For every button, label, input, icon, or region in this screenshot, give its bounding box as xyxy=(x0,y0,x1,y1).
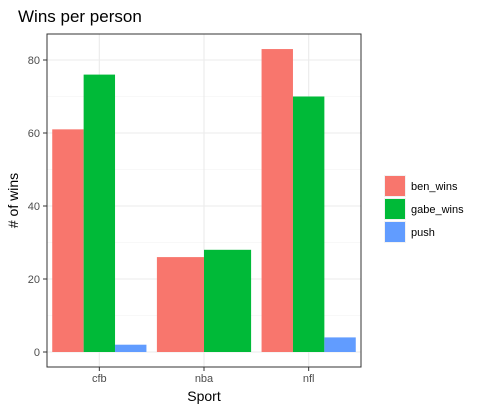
x-axis-ticks: cfb nba nfl xyxy=(92,367,314,385)
x-axis-label: Sport xyxy=(187,388,221,404)
x-tick-label: nfl xyxy=(303,373,315,385)
x-tick-label: cfb xyxy=(92,373,107,385)
y-axis-label: # of wins xyxy=(5,173,21,228)
bar-push-nfl xyxy=(324,337,356,352)
bar-gabe_wins-cfb xyxy=(83,74,116,352)
bar-gabe_wins-nfl xyxy=(292,96,325,352)
bar-ben_wins-cfb xyxy=(52,129,84,352)
legend-label: gabe_wins xyxy=(411,204,464,216)
chart-title: Wins per person xyxy=(18,7,142,26)
legend-swatch-ben_wins xyxy=(385,176,405,196)
legend-label: ben_wins xyxy=(411,181,458,193)
y-tick-label: 60 xyxy=(28,128,40,140)
legend-swatch-push xyxy=(385,222,405,242)
bar-gabe_wins-nba xyxy=(204,249,252,352)
bar-ben_wins-nfl xyxy=(261,49,293,353)
y-tick-label: 20 xyxy=(28,274,40,286)
legend-swatch-gabe_wins xyxy=(385,199,405,219)
bar-push-cfb xyxy=(115,344,147,352)
y-tick-label: 40 xyxy=(28,201,40,213)
bars xyxy=(52,49,356,353)
x-tick-label: nba xyxy=(195,373,214,385)
y-tick-label: 80 xyxy=(28,55,40,67)
y-tick-label: 0 xyxy=(34,347,40,359)
bar-ben_wins-nba xyxy=(156,257,204,352)
legend-label: push xyxy=(411,227,435,239)
y-axis-ticks: 0 20 40 60 80 xyxy=(28,55,47,359)
